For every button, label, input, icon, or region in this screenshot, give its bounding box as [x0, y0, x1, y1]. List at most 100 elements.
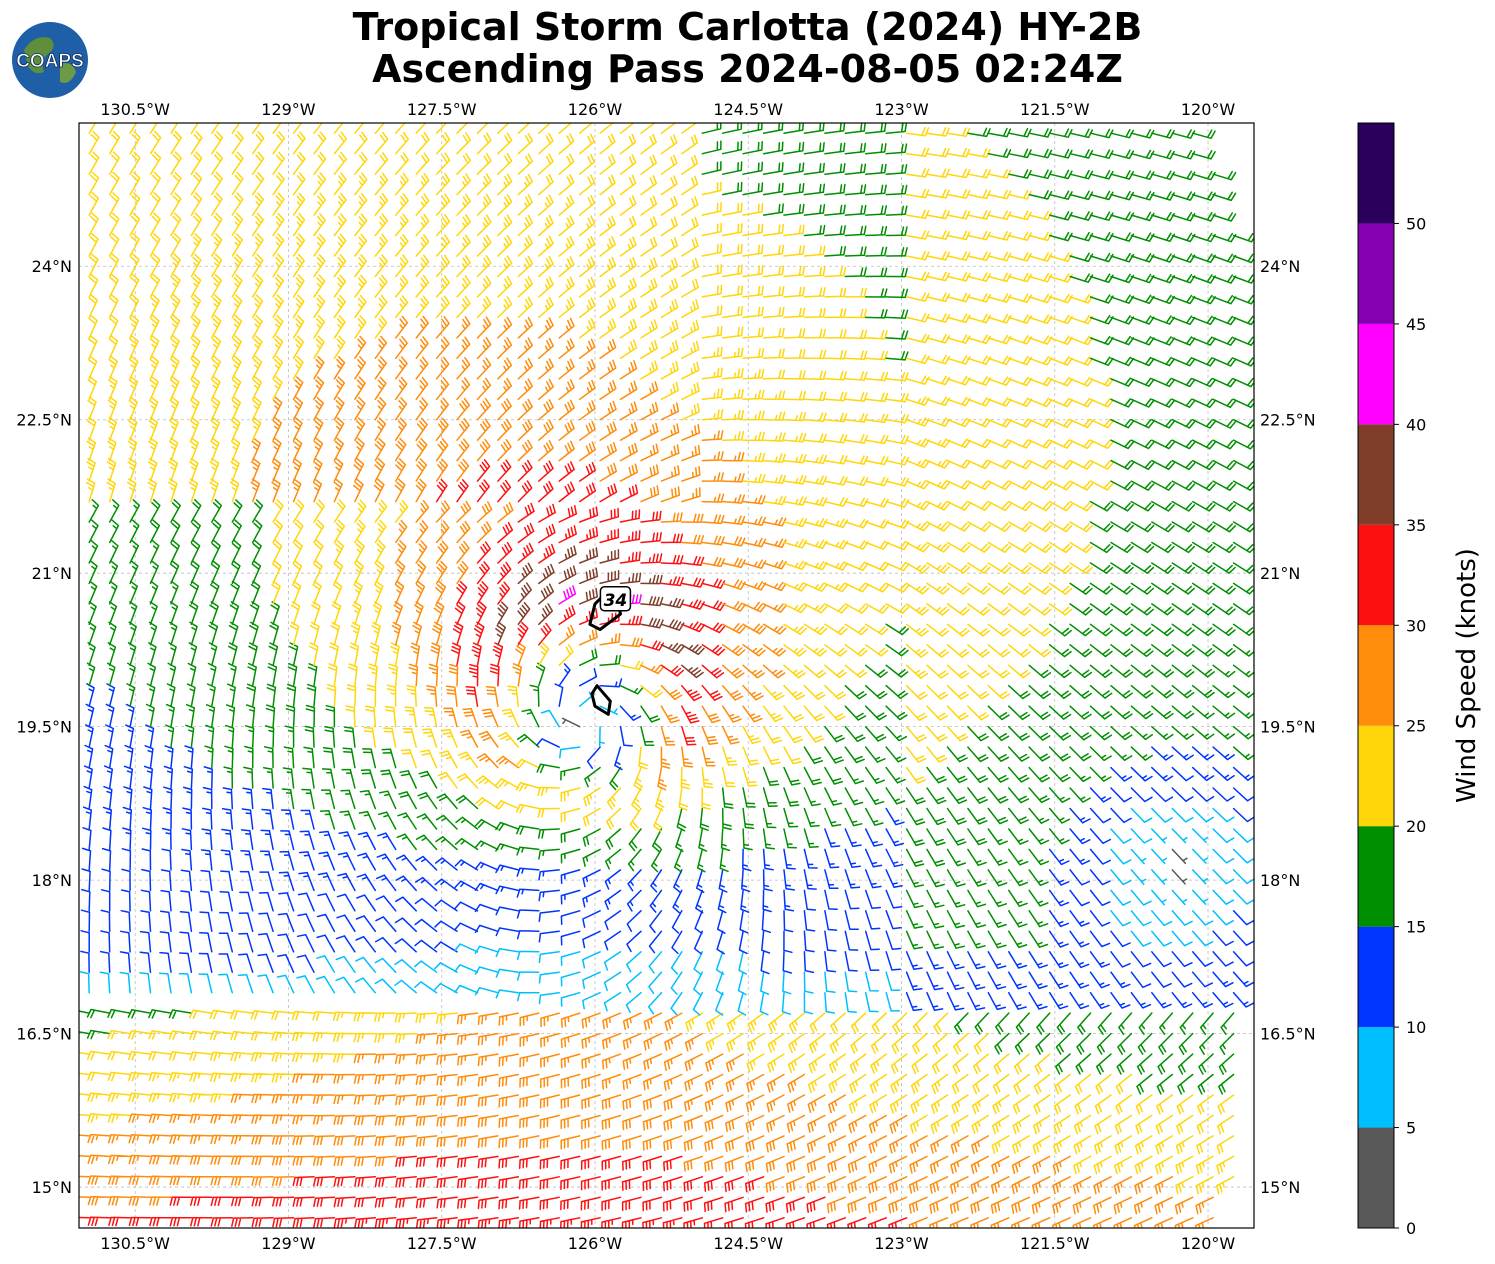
wind-barb	[627, 848, 642, 872]
wind-barb	[640, 381, 659, 401]
wind-barb	[149, 192, 161, 216]
wind-barb	[1089, 459, 1114, 470]
wind-barb	[231, 192, 244, 216]
wind-barb	[660, 175, 678, 196]
wind-barb	[695, 889, 704, 914]
wind-barb	[885, 226, 908, 237]
wind-barb	[1008, 562, 1032, 574]
wind-barb	[1232, 807, 1254, 823]
wind-barb	[1171, 766, 1194, 782]
wind-barb	[765, 1135, 785, 1153]
wind-barb	[139, 930, 152, 953]
wind-barb	[1110, 828, 1132, 844]
wind-barb	[415, 1196, 438, 1209]
wind-barb	[292, 123, 303, 134]
wind-barb	[540, 1032, 560, 1048]
wind-barb	[1031, 1196, 1051, 1215]
wind-barb	[415, 1053, 438, 1065]
wind-barb	[1069, 562, 1093, 574]
wind-barb	[844, 350, 868, 360]
colorbar-tick-label: 15	[1406, 918, 1426, 937]
wind-barb	[761, 910, 772, 934]
wind-barb	[517, 522, 535, 544]
wind-barb	[1093, 1196, 1112, 1215]
wind-barb	[946, 562, 971, 574]
wind-barb	[582, 910, 601, 928]
wind-barb	[271, 1031, 295, 1042]
wind-barb	[864, 413, 889, 424]
wind-barb	[99, 950, 111, 973]
wind-barb	[170, 212, 182, 237]
wind-barb	[1151, 746, 1174, 761]
wind-barb	[375, 916, 397, 933]
wind-barb	[1011, 1176, 1030, 1195]
wind-barb	[517, 276, 534, 298]
wind-barb	[932, 1032, 949, 1055]
wind-barb	[783, 664, 806, 679]
wind-barb	[628, 828, 642, 852]
wind-barb	[435, 417, 449, 441]
wind-barb	[953, 1012, 969, 1035]
wind-barb	[1069, 991, 1090, 1010]
wind-barb	[905, 354, 930, 365]
wind-barb	[905, 541, 930, 553]
wind-barb	[762, 869, 773, 892]
wind-barb	[967, 971, 986, 990]
wind-barb	[108, 212, 120, 237]
wind-barb	[849, 1053, 867, 1074]
wind-barb	[582, 869, 601, 888]
wind-barb	[1212, 848, 1235, 864]
wind-barb	[742, 327, 765, 339]
wind-barb	[478, 730, 499, 748]
wind-barb	[210, 580, 220, 605]
wind-barb	[497, 316, 513, 339]
wind-barb	[417, 792, 438, 810]
wind-barb	[539, 1114, 560, 1129]
wind-barb	[1069, 603, 1093, 616]
wind-barb	[394, 499, 409, 523]
wind-barb	[210, 396, 221, 421]
wind-barb	[1072, 1176, 1092, 1195]
wind-barb	[108, 499, 120, 523]
wind-barb	[169, 1175, 193, 1186]
wind-barb	[992, 1073, 1010, 1095]
wind-barb	[726, 1032, 744, 1053]
wind-barb	[220, 870, 234, 892]
wind-barb	[108, 294, 119, 319]
wind-barb	[1069, 211, 1094, 221]
wind-barb	[885, 371, 909, 382]
wind-barb	[558, 440, 575, 462]
wind-barb	[1151, 377, 1176, 388]
wind-barb	[380, 769, 397, 789]
wind-barb	[366, 684, 377, 707]
wind-barb	[827, 1155, 847, 1174]
wind-barb	[272, 355, 284, 380]
title-line-2: Ascending Pass 2024-08-05 02:24Z	[372, 47, 1123, 91]
wind-barb	[1212, 746, 1235, 761]
wind-barb	[1232, 541, 1254, 554]
wind-barb	[783, 475, 807, 485]
wind-barb	[721, 140, 743, 155]
wind-barb	[885, 351, 909, 361]
wind-barb	[1008, 272, 1032, 283]
wind-barb	[209, 1030, 234, 1041]
wind-barb	[374, 1073, 397, 1085]
wind-barb	[402, 727, 417, 748]
wind-barb	[1048, 889, 1070, 907]
wind-barb	[619, 484, 639, 503]
wind-barb	[1212, 910, 1234, 926]
wind-barb	[149, 396, 159, 421]
wind-barb	[397, 812, 417, 830]
wind-barb	[538, 214, 554, 237]
wind-barb	[1089, 787, 1112, 803]
wind-barb	[1171, 541, 1196, 554]
wind-barb	[1171, 725, 1195, 740]
wind-barb	[515, 758, 540, 769]
wind-barb	[1130, 149, 1155, 160]
wind-barb	[539, 1135, 560, 1150]
wind-barb	[844, 644, 868, 657]
wind-barb	[251, 1217, 274, 1228]
wind-barb	[926, 684, 949, 700]
wind-barb	[476, 357, 492, 380]
wind-barb	[946, 292, 971, 303]
